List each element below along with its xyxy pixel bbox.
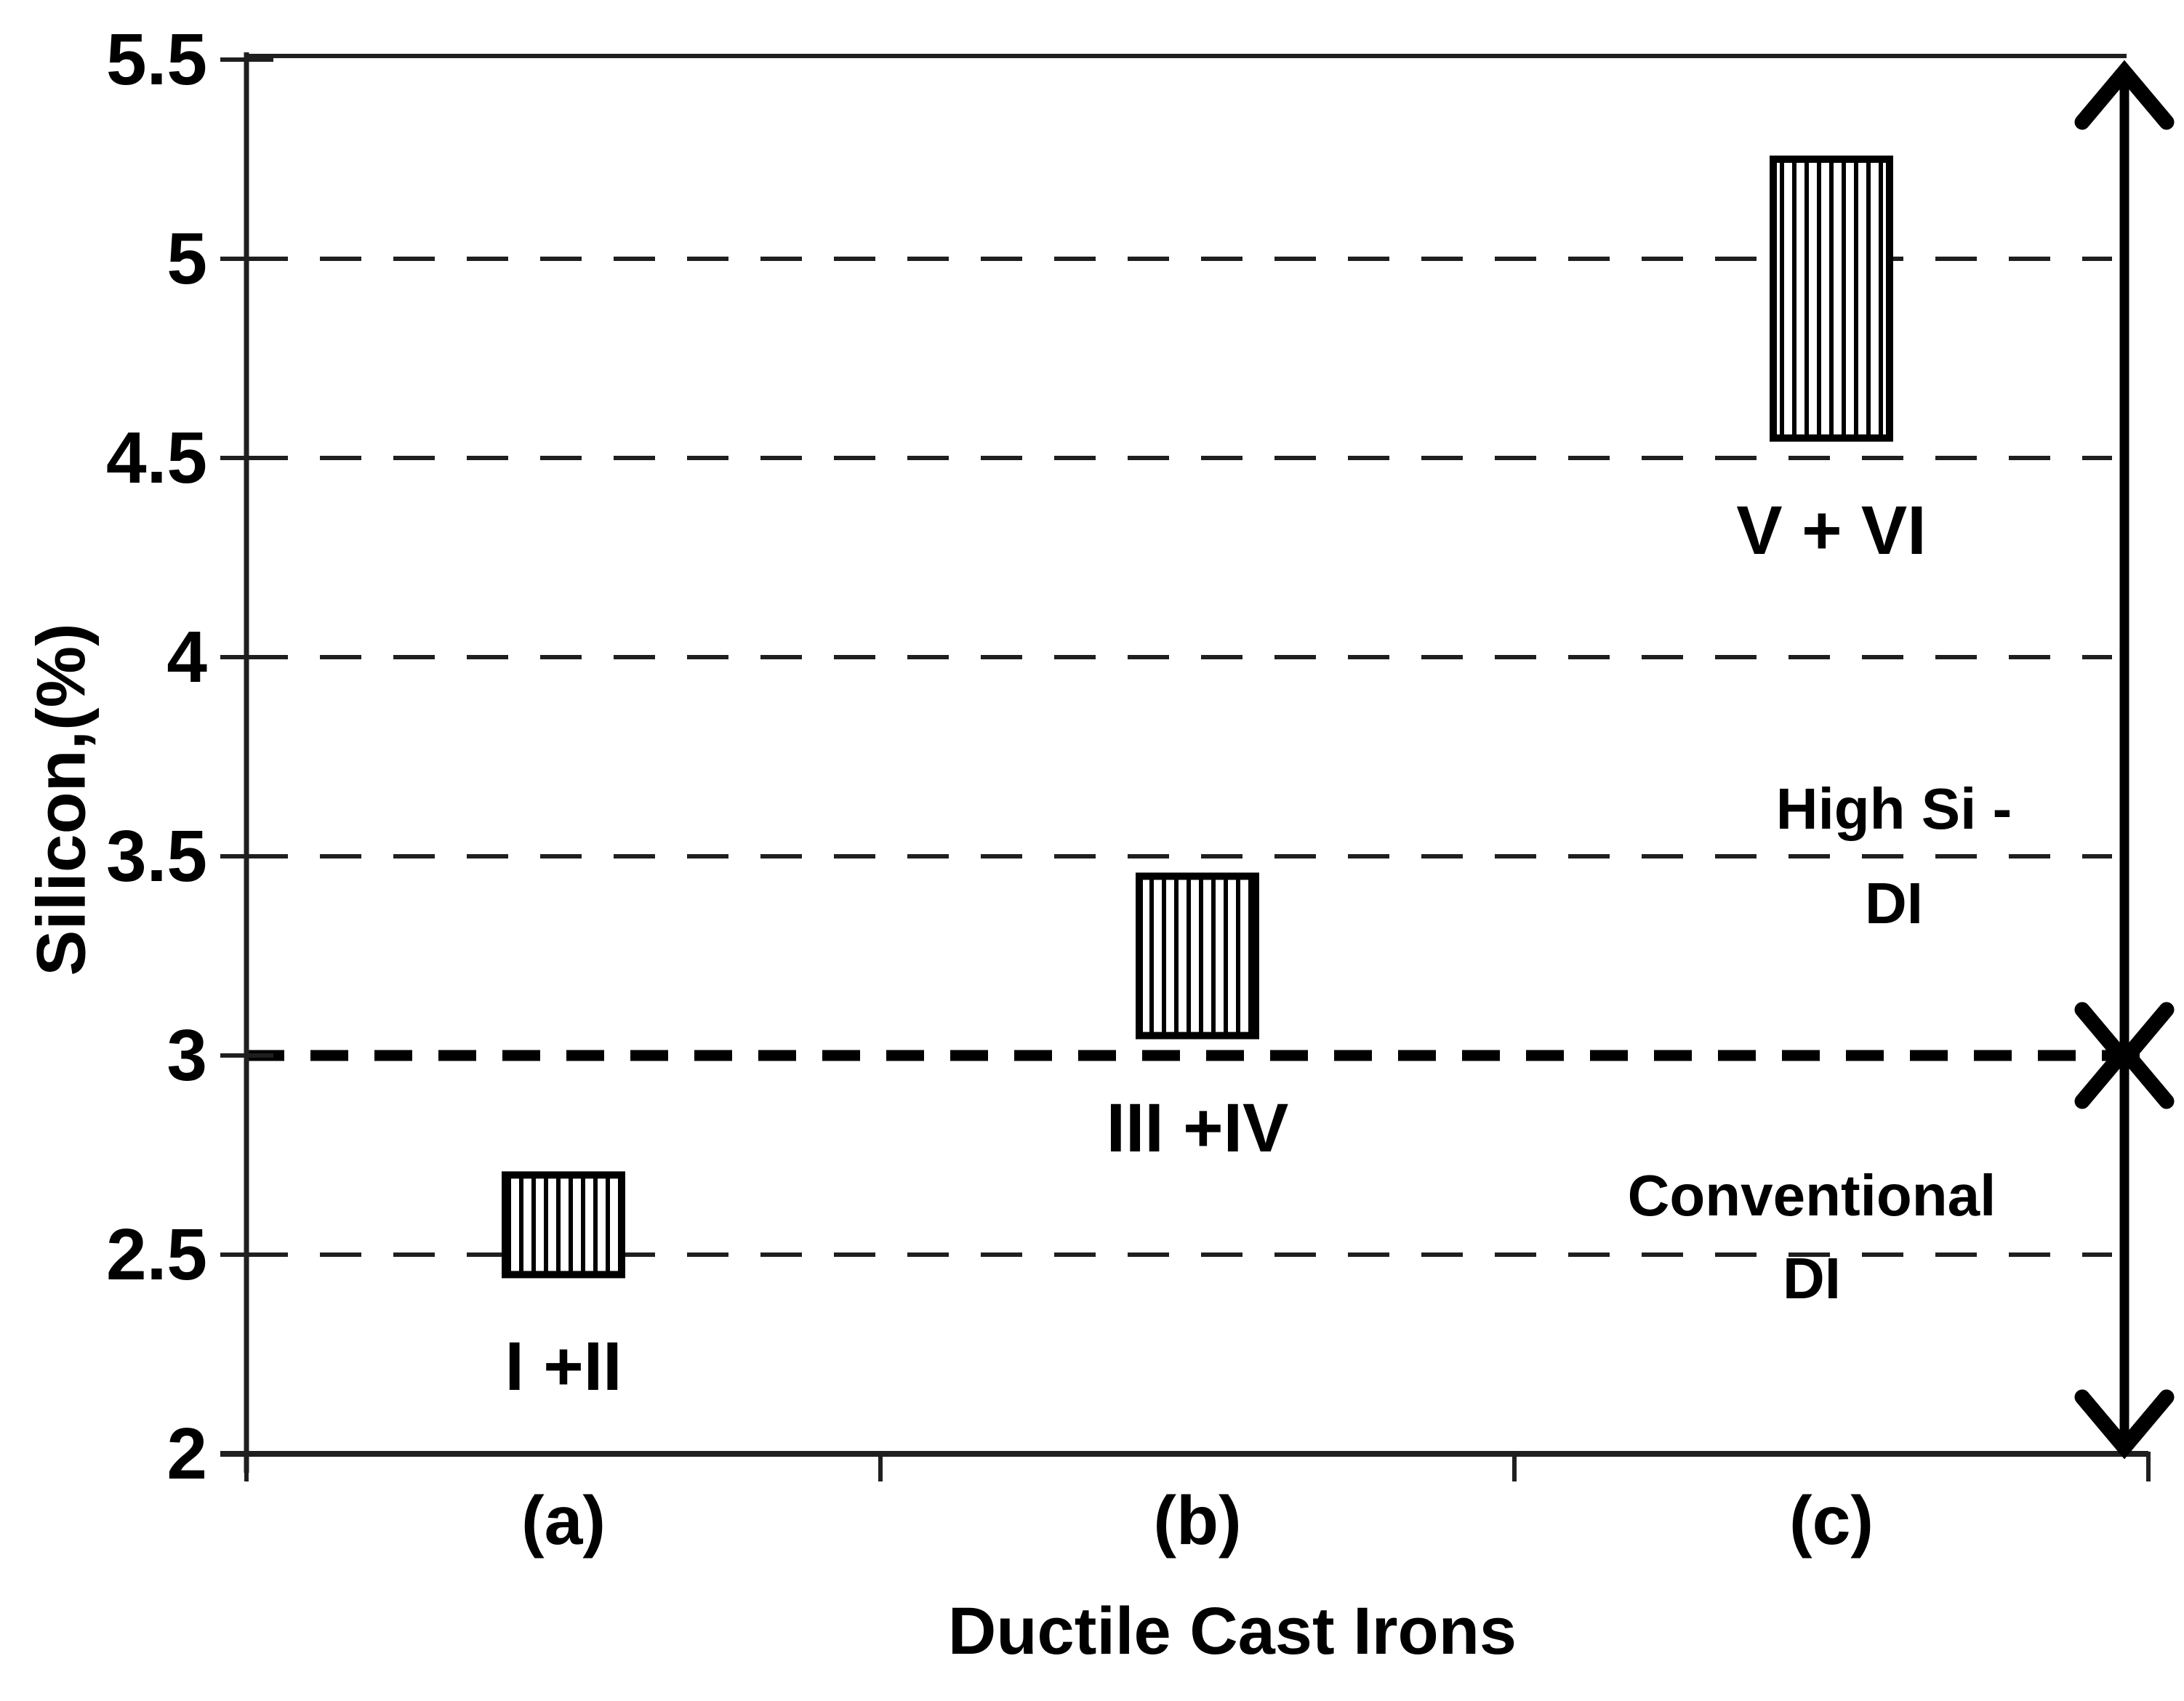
arrowhead-down-icon (2074, 1389, 2175, 1460)
arrowhead-up-icon (2074, 60, 2175, 130)
y-tick-label: 3.5 (105, 816, 207, 897)
region-label-high-si-line2: DI (1864, 871, 1923, 936)
region-label-high-si: High Si - DI (1776, 762, 2012, 951)
y-tick-label: 2.5 (105, 1214, 207, 1295)
bar-label: III +IV (1106, 1089, 1289, 1167)
y-tick-label: 5.5 (105, 19, 207, 100)
range-bar (1770, 156, 1893, 442)
x-tick-label: (a) (521, 1482, 606, 1559)
arrowhead-up-mid-icon (2074, 1039, 2175, 1109)
bar-label: V + VI (1736, 491, 1927, 569)
y-tick-label: 3 (166, 1015, 207, 1096)
x-tick-label: (c) (1788, 1482, 1874, 1559)
bar-label: I +II (505, 1328, 622, 1406)
range-bar (1136, 872, 1259, 1040)
y-tick-label: 4.5 (105, 417, 207, 499)
y-tick-label: 4 (166, 616, 207, 698)
y-axis-title: Silicon,(%) (23, 623, 100, 976)
region-label-conventional-line1: Conventional (1627, 1163, 1996, 1228)
y-tick-label: 5 (166, 218, 207, 299)
x-axis-title: Ductile Cast Irons (947, 1594, 1517, 1668)
x-tick-label: (b) (1153, 1482, 1242, 1559)
region-label-conventional-line2: DI (1783, 1246, 1841, 1311)
region-label-high-si-line1: High Si - (1775, 776, 2012, 841)
y-tick-label: 2 (166, 1413, 207, 1495)
range-bar (502, 1171, 625, 1279)
region-label-conventional: Conventional DI (1628, 1154, 1996, 1320)
